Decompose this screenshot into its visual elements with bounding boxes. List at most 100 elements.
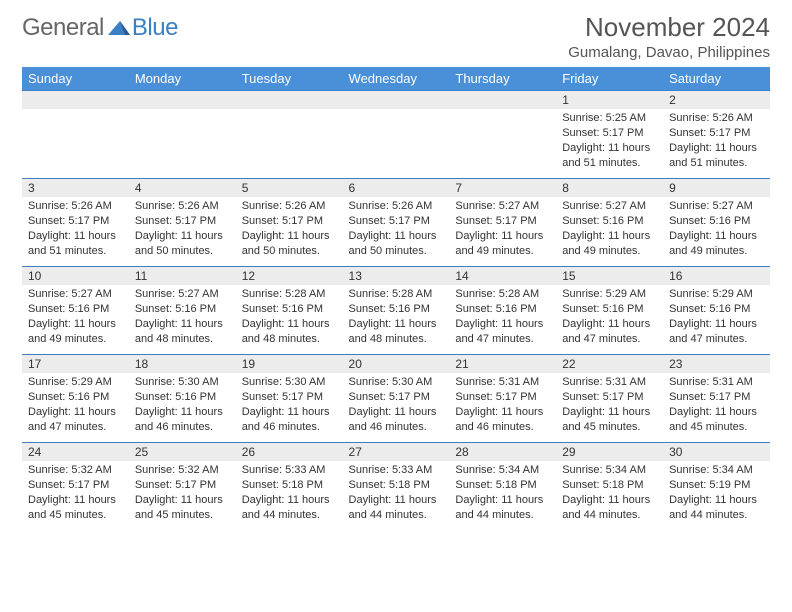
weekday-header: Thursday: [449, 67, 556, 90]
calendar-day-cell: 3Sunrise: 5:26 AMSunset: 5:17 PMDaylight…: [22, 178, 129, 266]
sunrise-line: Sunrise: 5:34 AM: [562, 463, 657, 478]
weekday-header-row: Sunday Monday Tuesday Wednesday Thursday…: [22, 67, 770, 90]
calendar-day-cell: 21Sunrise: 5:31 AMSunset: 5:17 PMDayligh…: [449, 354, 556, 442]
calendar-day-cell: 28Sunrise: 5:34 AMSunset: 5:18 PMDayligh…: [449, 442, 556, 530]
daylight-line: Daylight: 11 hours and 45 minutes.: [669, 405, 764, 435]
daylight-line: Daylight: 11 hours and 44 minutes.: [669, 493, 764, 523]
calendar-day-cell: 27Sunrise: 5:33 AMSunset: 5:18 PMDayligh…: [343, 442, 450, 530]
calendar-day-cell: 17Sunrise: 5:29 AMSunset: 5:16 PMDayligh…: [22, 354, 129, 442]
day-body: Sunrise: 5:29 AMSunset: 5:16 PMDaylight:…: [22, 373, 129, 438]
sunset-line: Sunset: 5:17 PM: [669, 390, 764, 405]
sunset-line: Sunset: 5:16 PM: [28, 302, 123, 317]
sunrise-line: Sunrise: 5:33 AM: [242, 463, 337, 478]
day-body: Sunrise: 5:33 AMSunset: 5:18 PMDaylight:…: [236, 461, 343, 526]
day-number: 14: [449, 266, 556, 285]
daylight-line: Daylight: 11 hours and 46 minutes.: [455, 405, 550, 435]
weekday-header: Tuesday: [236, 67, 343, 90]
day-number: 21: [449, 354, 556, 373]
day-body: Sunrise: 5:32 AMSunset: 5:17 PMDaylight:…: [22, 461, 129, 526]
calendar-day-cell: 19Sunrise: 5:30 AMSunset: 5:17 PMDayligh…: [236, 354, 343, 442]
day-number-empty: [343, 90, 450, 109]
sunrise-line: Sunrise: 5:28 AM: [242, 287, 337, 302]
calendar-day-cell: 13Sunrise: 5:28 AMSunset: 5:16 PMDayligh…: [343, 266, 450, 354]
sunrise-line: Sunrise: 5:27 AM: [562, 199, 657, 214]
day-body: Sunrise: 5:31 AMSunset: 5:17 PMDaylight:…: [556, 373, 663, 438]
sunset-line: Sunset: 5:17 PM: [135, 214, 230, 229]
day-body: Sunrise: 5:29 AMSunset: 5:16 PMDaylight:…: [663, 285, 770, 350]
sunrise-line: Sunrise: 5:25 AM: [562, 111, 657, 126]
sunset-line: Sunset: 5:16 PM: [242, 302, 337, 317]
day-number: 7: [449, 178, 556, 197]
sunset-line: Sunset: 5:16 PM: [669, 302, 764, 317]
sunset-line: Sunset: 5:16 PM: [562, 302, 657, 317]
calendar-day-cell: [343, 90, 450, 178]
calendar-day-cell: 6Sunrise: 5:26 AMSunset: 5:17 PMDaylight…: [343, 178, 450, 266]
day-number: 10: [22, 266, 129, 285]
calendar-day-cell: 25Sunrise: 5:32 AMSunset: 5:17 PMDayligh…: [129, 442, 236, 530]
weekday-header: Sunday: [22, 67, 129, 90]
day-number: 23: [663, 354, 770, 373]
calendar-week-row: 24Sunrise: 5:32 AMSunset: 5:17 PMDayligh…: [22, 442, 770, 530]
sunrise-line: Sunrise: 5:31 AM: [455, 375, 550, 390]
sunset-line: Sunset: 5:18 PM: [349, 478, 444, 493]
day-body: Sunrise: 5:31 AMSunset: 5:17 PMDaylight:…: [449, 373, 556, 438]
day-body: Sunrise: 5:27 AMSunset: 5:16 PMDaylight:…: [556, 197, 663, 262]
day-number: 24: [22, 442, 129, 461]
calendar-day-cell: 29Sunrise: 5:34 AMSunset: 5:18 PMDayligh…: [556, 442, 663, 530]
sunset-line: Sunset: 5:17 PM: [669, 126, 764, 141]
calendar-title: November 2024: [568, 14, 770, 40]
day-body: Sunrise: 5:30 AMSunset: 5:17 PMDaylight:…: [343, 373, 450, 438]
sunset-line: Sunset: 5:19 PM: [669, 478, 764, 493]
daylight-line: Daylight: 11 hours and 46 minutes.: [135, 405, 230, 435]
sunset-line: Sunset: 5:16 PM: [28, 390, 123, 405]
day-number-empty: [449, 90, 556, 109]
calendar-table: Sunday Monday Tuesday Wednesday Thursday…: [22, 67, 770, 530]
day-number: 26: [236, 442, 343, 461]
sunrise-line: Sunrise: 5:26 AM: [349, 199, 444, 214]
daylight-line: Daylight: 11 hours and 49 minutes.: [455, 229, 550, 259]
sunrise-line: Sunrise: 5:29 AM: [28, 375, 123, 390]
calendar-day-cell: 11Sunrise: 5:27 AMSunset: 5:16 PMDayligh…: [129, 266, 236, 354]
daylight-line: Daylight: 11 hours and 44 minutes.: [455, 493, 550, 523]
sunrise-line: Sunrise: 5:29 AM: [669, 287, 764, 302]
sunrise-line: Sunrise: 5:33 AM: [349, 463, 444, 478]
sunrise-line: Sunrise: 5:26 AM: [135, 199, 230, 214]
daylight-line: Daylight: 11 hours and 49 minutes.: [28, 317, 123, 347]
sunset-line: Sunset: 5:16 PM: [135, 390, 230, 405]
weekday-header: Saturday: [663, 67, 770, 90]
day-body: Sunrise: 5:27 AMSunset: 5:16 PMDaylight:…: [22, 285, 129, 350]
sunset-line: Sunset: 5:17 PM: [455, 390, 550, 405]
daylight-line: Daylight: 11 hours and 48 minutes.: [135, 317, 230, 347]
sunset-line: Sunset: 5:17 PM: [455, 214, 550, 229]
calendar-day-cell: [129, 90, 236, 178]
calendar-day-cell: 5Sunrise: 5:26 AMSunset: 5:17 PMDaylight…: [236, 178, 343, 266]
daylight-line: Daylight: 11 hours and 48 minutes.: [349, 317, 444, 347]
sunset-line: Sunset: 5:16 PM: [562, 214, 657, 229]
calendar-day-cell: 2Sunrise: 5:26 AMSunset: 5:17 PMDaylight…: [663, 90, 770, 178]
day-number: 19: [236, 354, 343, 373]
day-number: 8: [556, 178, 663, 197]
daylight-line: Daylight: 11 hours and 49 minutes.: [669, 229, 764, 259]
daylight-line: Daylight: 11 hours and 49 minutes.: [562, 229, 657, 259]
sunset-line: Sunset: 5:18 PM: [242, 478, 337, 493]
daylight-line: Daylight: 11 hours and 50 minutes.: [135, 229, 230, 259]
daylight-line: Daylight: 11 hours and 51 minutes.: [669, 141, 764, 171]
day-number: 3: [22, 178, 129, 197]
sunset-line: Sunset: 5:16 PM: [349, 302, 444, 317]
sunrise-line: Sunrise: 5:31 AM: [562, 375, 657, 390]
day-number: 28: [449, 442, 556, 461]
day-body: Sunrise: 5:30 AMSunset: 5:16 PMDaylight:…: [129, 373, 236, 438]
calendar-day-cell: 30Sunrise: 5:34 AMSunset: 5:19 PMDayligh…: [663, 442, 770, 530]
sunrise-line: Sunrise: 5:30 AM: [242, 375, 337, 390]
daylight-line: Daylight: 11 hours and 46 minutes.: [349, 405, 444, 435]
day-body: Sunrise: 5:26 AMSunset: 5:17 PMDaylight:…: [22, 197, 129, 262]
calendar-day-cell: 8Sunrise: 5:27 AMSunset: 5:16 PMDaylight…: [556, 178, 663, 266]
calendar-day-cell: 20Sunrise: 5:30 AMSunset: 5:17 PMDayligh…: [343, 354, 450, 442]
day-number: 4: [129, 178, 236, 197]
day-number-empty: [236, 90, 343, 109]
calendar-week-row: 17Sunrise: 5:29 AMSunset: 5:16 PMDayligh…: [22, 354, 770, 442]
day-number: 12: [236, 266, 343, 285]
sunrise-line: Sunrise: 5:34 AM: [455, 463, 550, 478]
calendar-day-cell: 4 Sunrise: 5:26 AMSunset: 5:17 PMDaylight…: [129, 178, 236, 266]
sunrise-line: Sunrise: 5:28 AM: [455, 287, 550, 302]
